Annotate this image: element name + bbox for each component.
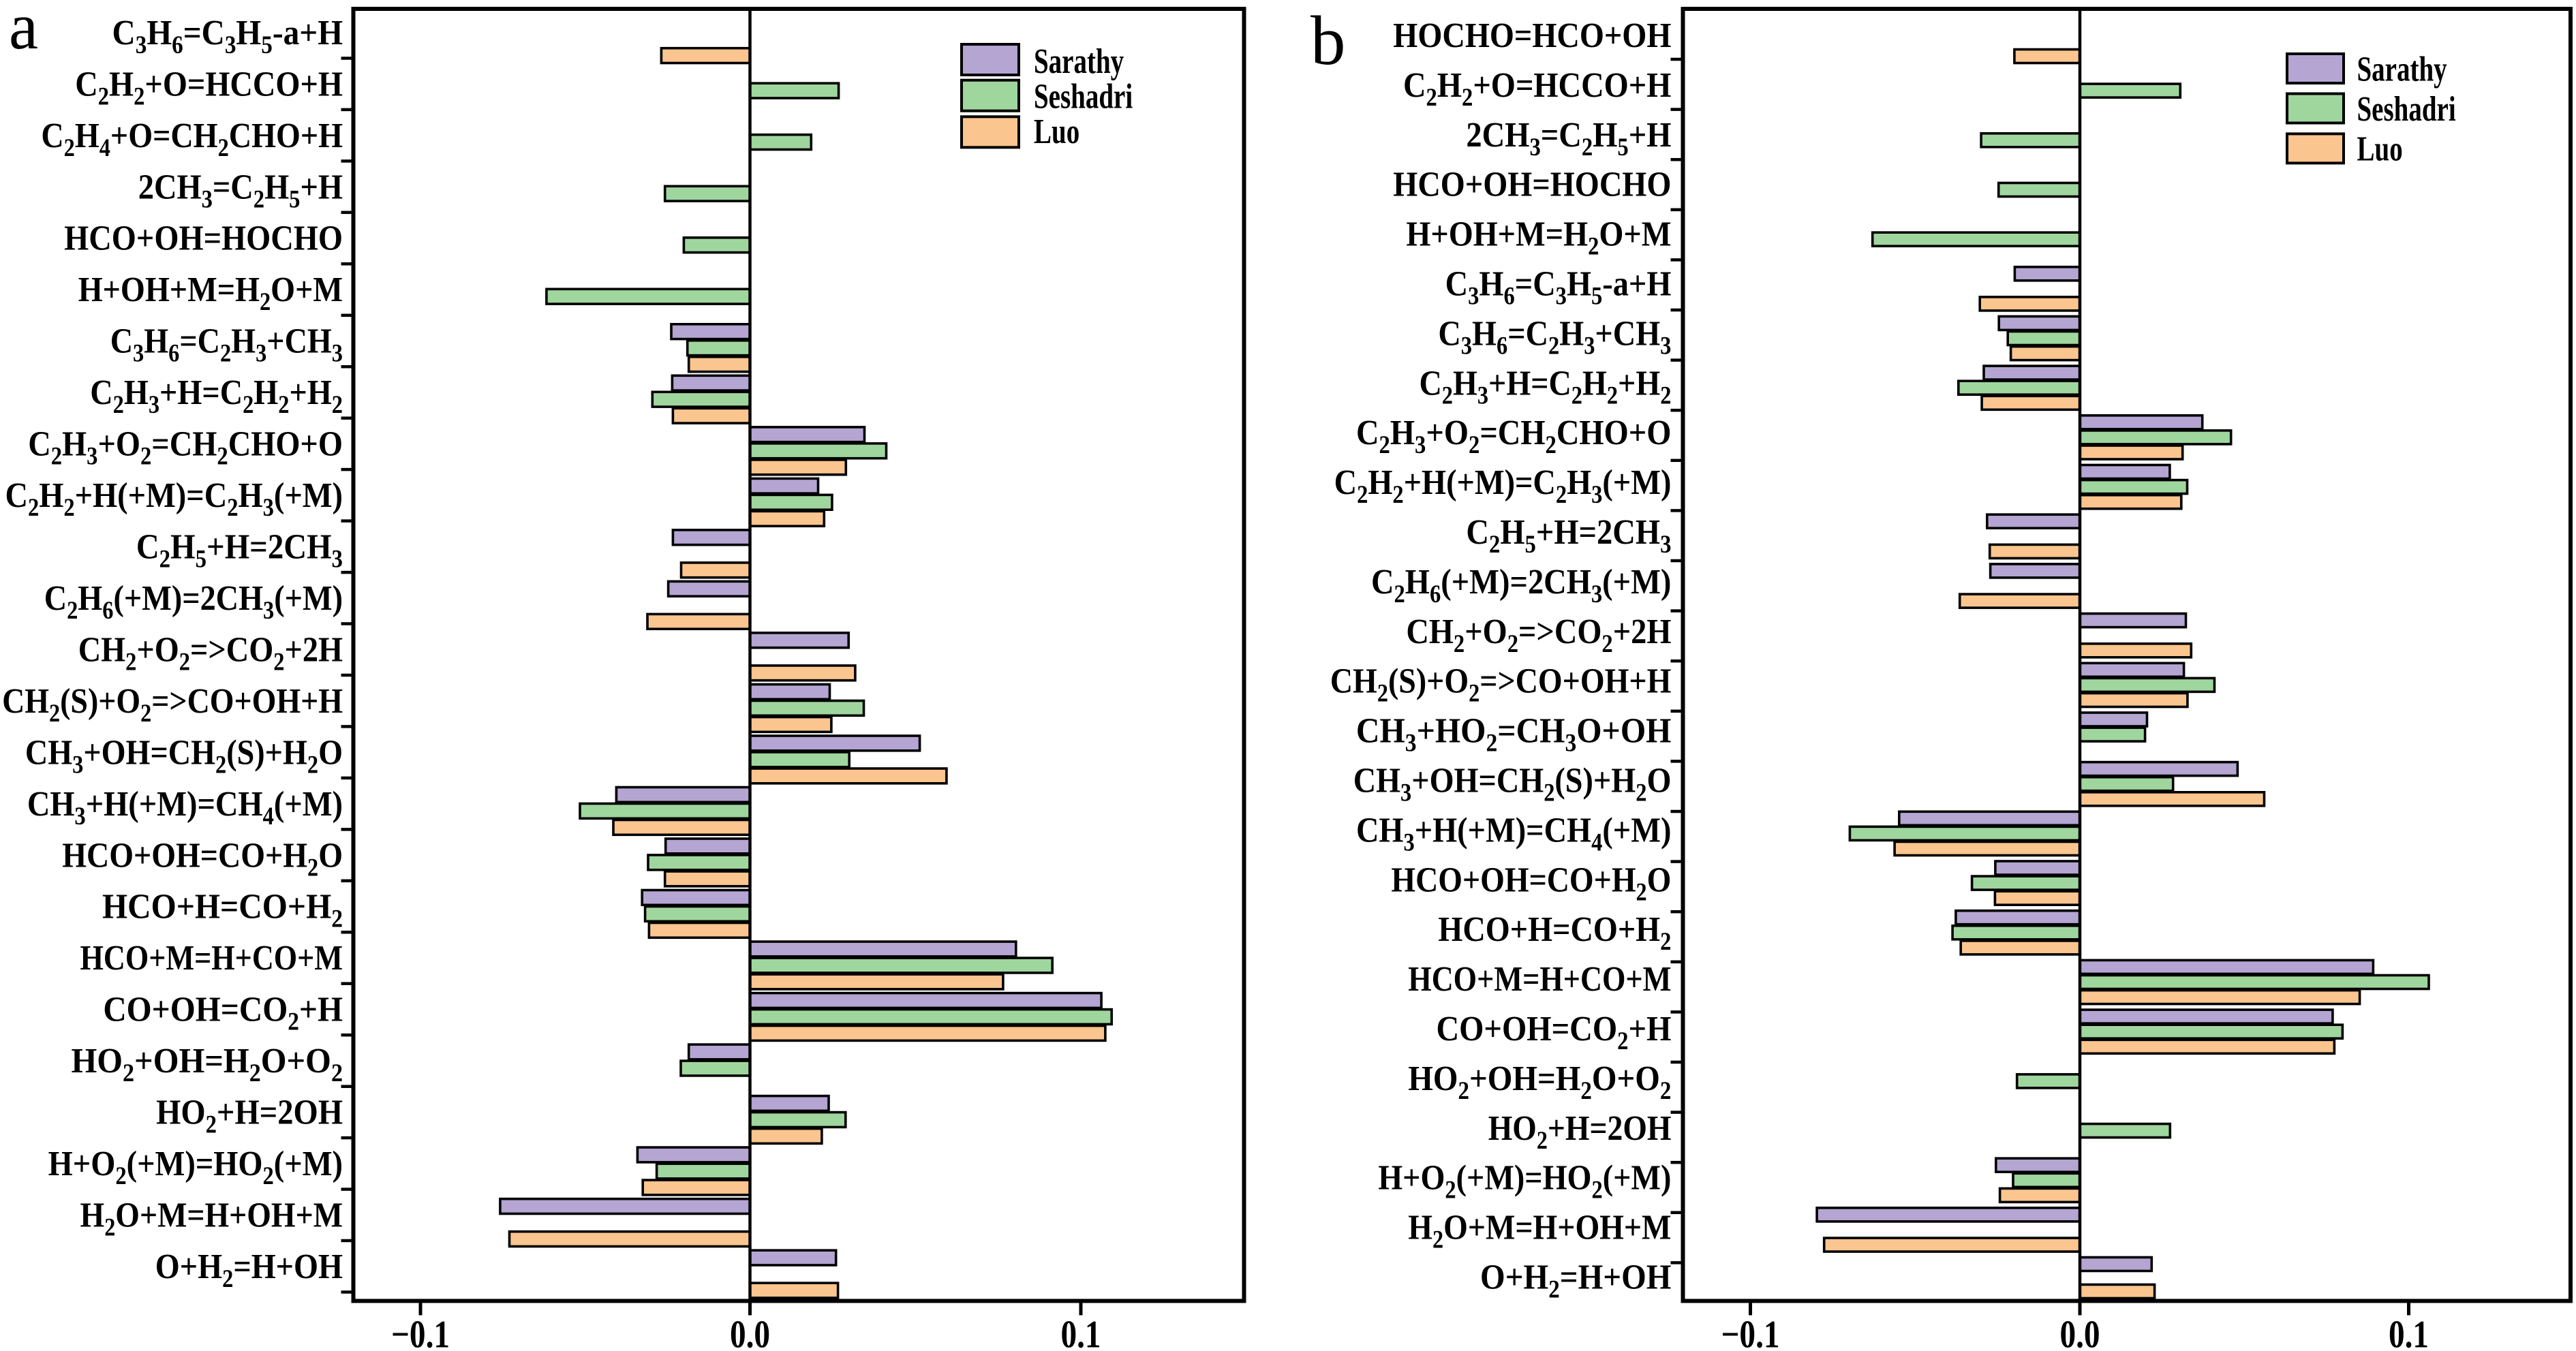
svg-text:C2​H6​(+M)=2CH3​(+M): C2​H6​(+M)=2CH3​(+M) bbox=[1371, 561, 1671, 608]
svg-text:0.1: 0.1 bbox=[1060, 1313, 1101, 1351]
svg-text:Luo: Luo bbox=[2357, 129, 2403, 168]
svg-text:H2​O+M=H+OH+M: H2​O+M=H+OH+M bbox=[80, 1195, 343, 1241]
svg-text:C2​H2​+H(+M)=C2​H3​(+M): C2​H2​+H(+M)=C2​H3​(+M) bbox=[5, 476, 343, 522]
svg-text:C2​H6​(+M)=2CH3​(+M): C2​H6​(+M)=2CH3​(+M) bbox=[44, 578, 343, 624]
svg-text:C2​H2​+H(+M)=C2​H3​(+M): C2​H2​+H(+M)=C2​H3​(+M) bbox=[1334, 463, 1672, 509]
svg-text:a: a bbox=[9, 0, 38, 63]
svg-text:H+OH+M=H2​O+M: H+OH+M=H2​O+M bbox=[78, 270, 343, 316]
svg-text:H2​O+M=H+OH+M: H2​O+M=H+OH+M bbox=[1408, 1207, 1671, 1254]
svg-text:C2​H3​+H=C2​H2​+H2​: C2​H3​+H=C2​H2​+H2​ bbox=[1419, 363, 1671, 409]
svg-text:C2​H3​+O2​=CH2​CHO+O: C2​H3​+O2​=CH2​CHO+O bbox=[28, 424, 343, 470]
svg-text:HCO+OH=HOCHO: HCO+OH=HOCHO bbox=[1393, 164, 1671, 204]
svg-text:CH3​+OH=CH2​(S)+H2​O: CH3​+OH=CH2​(S)+H2​O bbox=[25, 732, 343, 779]
svg-text:HO2​+H=2OH: HO2​+H=2OH bbox=[156, 1092, 343, 1138]
svg-text:C2​H2​+O=HCCO+H: C2​H2​+O=HCCO+H bbox=[1403, 65, 1671, 112]
svg-text:CH2​(S)+O2​=>CO+OH+H: CH2​(S)+O2​=>CO+OH+H bbox=[1330, 661, 1672, 707]
svg-text:HCO+OH=CO+H2​O: HCO+OH=CO+H2​O bbox=[62, 835, 343, 882]
svg-text:C2​H2​+O=HCCO+H: C2​H2​+O=HCCO+H bbox=[75, 64, 343, 110]
svg-text:CH2​+O2​=>CO2​+2H: CH2​+O2​=>CO2​+2H bbox=[1406, 611, 1671, 657]
svg-text:−0.1: −0.1 bbox=[391, 1313, 450, 1351]
svg-text:O+H2​=H+OH: O+H2​=H+OH bbox=[1480, 1257, 1671, 1303]
svg-text:C2​H3​+H=C2​H2​+H2​: C2​H3​+H=C2​H2​+H2​ bbox=[90, 373, 343, 419]
svg-text:CH3​+OH=CH2​(S)+H2​O: CH3​+OH=CH2​(S)+H2​O bbox=[1353, 760, 1672, 807]
svg-text:0.0: 0.0 bbox=[2059, 1313, 2100, 1351]
svg-text:CO+OH=CO2​+H: CO+OH=CO2​+H bbox=[103, 990, 343, 1036]
svg-text:HO2​+H=2OH: HO2​+H=2OH bbox=[1488, 1108, 1672, 1154]
svg-text:C3​H6​=C2​H3​+CH3​: C3​H6​=C2​H3​+CH3​ bbox=[1438, 313, 1671, 360]
svg-text:2CH3​=C2​H5​+H: 2CH3​=C2​H5​+H bbox=[138, 167, 343, 213]
svg-text:Sarathy: Sarathy bbox=[2357, 49, 2447, 89]
svg-text:C2​H4​+O=CH2​CHO+H: C2​H4​+O=CH2​CHO+H bbox=[41, 115, 343, 161]
svg-text:Sarathy: Sarathy bbox=[1034, 42, 1124, 81]
svg-text:HCO+H=CO+H2​: HCO+H=CO+H2​ bbox=[1438, 910, 1671, 956]
svg-text:C2​H5​+H=2CH3​: C2​H5​+H=2CH3​ bbox=[136, 527, 343, 573]
svg-text:HCO+OH=HOCHO: HCO+OH=HOCHO bbox=[64, 218, 343, 258]
svg-text:C2​H3​+O2​=CH2​CHO+O: C2​H3​+O2​=CH2​CHO+O bbox=[1356, 413, 1671, 459]
svg-text:0.1: 0.1 bbox=[2389, 1313, 2429, 1351]
svg-text:HO2​+OH=H2​O+O2​: HO2​+OH=H2​O+O2​ bbox=[71, 1041, 343, 1087]
svg-text:2CH3​=C2​H5​+H: 2CH3​=C2​H5​+H bbox=[1466, 114, 1671, 161]
svg-text:H+OH+M=H2​O+M: H+OH+M=H2​O+M bbox=[1406, 214, 1671, 260]
svg-text:0.0: 0.0 bbox=[730, 1313, 770, 1351]
svg-text:HO2​+OH=H2​O+O2​: HO2​+OH=H2​O+O2​ bbox=[1408, 1059, 1671, 1105]
svg-text:CH2​(S)+O2​=>CO+OH+H: CH2​(S)+O2​=>CO+OH+H bbox=[2, 681, 343, 727]
svg-text:HCO+H=CO+H2​: HCO+H=CO+H2​ bbox=[102, 887, 343, 933]
svg-text:CO+OH=CO2​+H: CO+OH=CO2​+H bbox=[1436, 1009, 1671, 1055]
svg-text:CH3​+HO2​=CH3​O+OH: CH3​+HO2​=CH3​O+OH bbox=[1356, 711, 1672, 757]
svg-text:CH3​+H(+M)=CH4​(+M): CH3​+H(+M)=CH4​(+M) bbox=[1356, 810, 1671, 856]
svg-text:Seshadri: Seshadri bbox=[2357, 89, 2456, 129]
svg-text:b: b bbox=[1310, 2, 1346, 80]
svg-text:H+O2​(+M)=HO2​(+M): H+O2​(+M)=HO2​(+M) bbox=[1378, 1158, 1671, 1204]
svg-text:C3​H6​=C3​H5​-a+H: C3​H6​=C3​H5​-a+H bbox=[112, 13, 343, 59]
svg-text:Seshadri: Seshadri bbox=[1034, 76, 1133, 116]
svg-text:C3​H6​=C3​H5​-a+H: C3​H6​=C3​H5​-a+H bbox=[1445, 264, 1672, 310]
svg-text:HCO+M=H+CO+M: HCO+M=H+CO+M bbox=[80, 939, 343, 978]
svg-text:CH3​+H(+M)=CH4​(+M): CH3​+H(+M)=CH4​(+M) bbox=[27, 783, 343, 830]
svg-text:C3​H6​=C2​H3​+CH3​: C3​H6​=C2​H3​+CH3​ bbox=[110, 321, 343, 367]
svg-text:HCO+OH=CO+H2​O: HCO+OH=CO+H2​O bbox=[1391, 860, 1671, 906]
svg-text:HOCHO=HCO+OH: HOCHO=HCO+OH bbox=[1393, 16, 1671, 55]
svg-text:H+O2​(+M)=HO2​(+M): H+O2​(+M)=HO2​(+M) bbox=[48, 1144, 343, 1190]
svg-text:O+H2​=H+OH: O+H2​=H+OH bbox=[155, 1246, 343, 1292]
svg-text:C2​H5​+H=2CH3​: C2​H5​+H=2CH3​ bbox=[1466, 512, 1671, 559]
svg-text:CH2​+O2​=>CO2​+2H: CH2​+O2​=>CO2​+2H bbox=[78, 630, 343, 676]
svg-text:Luo: Luo bbox=[1034, 112, 1079, 151]
svg-text:−0.1: −0.1 bbox=[1721, 1313, 1779, 1351]
svg-text:HCO+M=H+CO+M: HCO+M=H+CO+M bbox=[1408, 960, 1671, 999]
